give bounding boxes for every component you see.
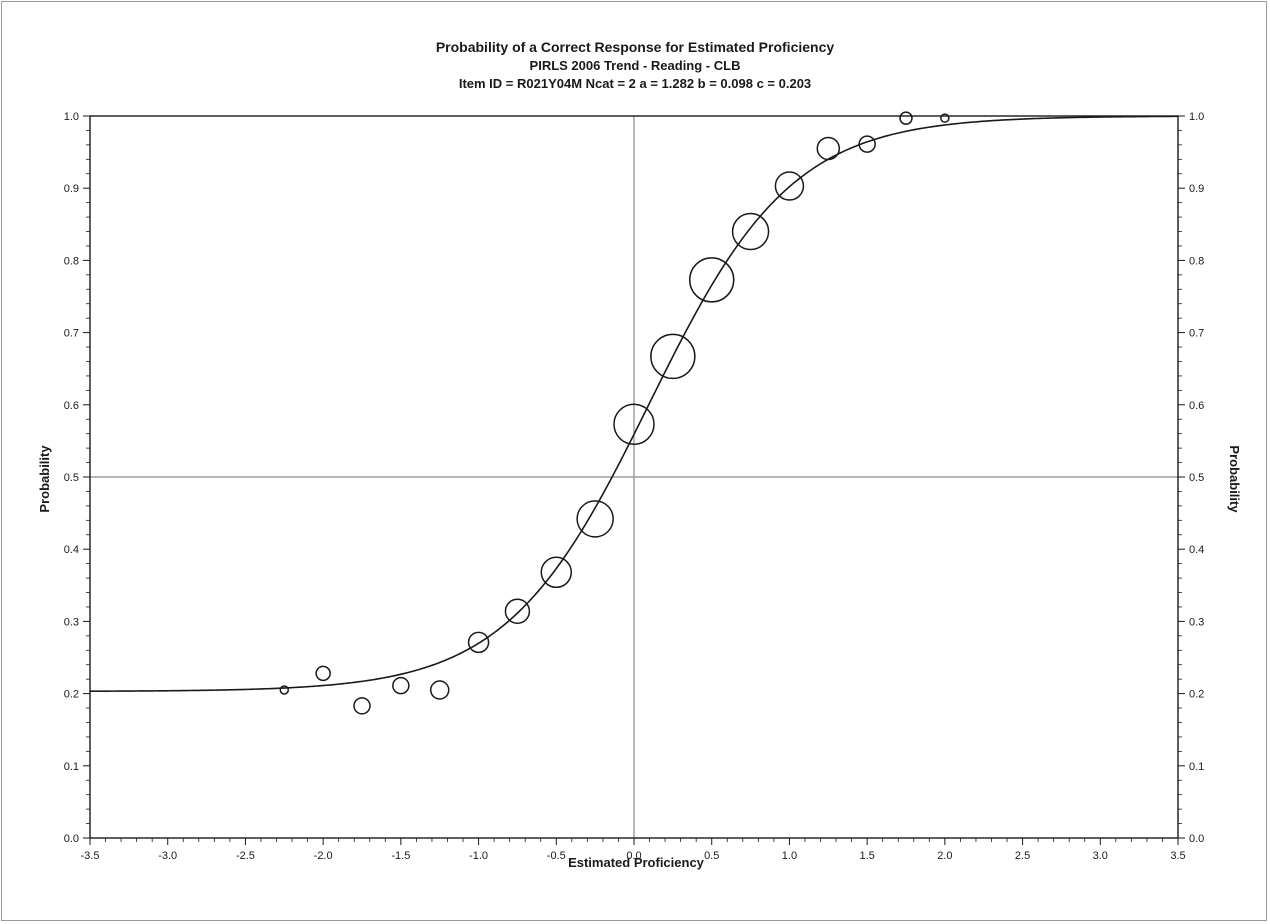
plot-area-frame xyxy=(89,115,1179,839)
data-point xyxy=(613,403,655,446)
item-parameters: Item ID = R021Y04M Ncat = 2 a = 1.282 b … xyxy=(459,76,811,91)
x-tick-label: -1.0 xyxy=(469,850,488,862)
y-tick-label-left: 0.9 xyxy=(64,183,79,195)
chart-title: Probability of a Correct Response for Es… xyxy=(436,39,835,55)
x-tick-label: 0.0 xyxy=(626,850,641,862)
observed-points xyxy=(279,111,950,715)
y-tick-label-right: 0.9 xyxy=(1189,183,1204,195)
data-point xyxy=(467,631,490,654)
x-tick-label: -0.5 xyxy=(547,850,566,862)
y-axis-label-left: Probability xyxy=(37,445,52,513)
icc-curve xyxy=(89,115,1179,693)
x-tick-label: 1.0 xyxy=(782,850,797,862)
y-tick-label-left: 0.4 xyxy=(64,544,79,556)
y-tick-label-left: 0.5 xyxy=(64,472,79,484)
x-tick-label: -2.5 xyxy=(236,850,255,862)
y-tick-label-right: 0.5 xyxy=(1189,472,1204,484)
data-point xyxy=(429,680,450,700)
x-tick-label: -3.5 xyxy=(81,850,100,862)
y-tick-label-left: 0.3 xyxy=(64,616,79,628)
y-tick-label-right: 0.1 xyxy=(1189,761,1204,773)
x-tick-label: -2.0 xyxy=(314,850,333,862)
y-tick-label-right: 0.7 xyxy=(1189,328,1204,340)
y-tick-label-left: 0.2 xyxy=(64,689,79,701)
x-tick-label: 3.0 xyxy=(1093,850,1108,862)
y-tick-label-right: 0.8 xyxy=(1189,255,1204,267)
x-tick-label: 3.5 xyxy=(1170,850,1185,862)
y-tick-label-left: 0.6 xyxy=(64,400,79,412)
y-tick-label-left: 0.7 xyxy=(64,328,79,340)
y-tick-label-left: 0.8 xyxy=(64,255,79,267)
y-tick-label-left: 0.0 xyxy=(64,833,79,845)
data-point xyxy=(504,598,531,625)
data-point xyxy=(650,333,696,380)
data-point xyxy=(858,135,876,153)
data-point xyxy=(353,697,371,715)
data-point xyxy=(576,500,614,538)
data-point xyxy=(816,136,841,161)
data-point xyxy=(540,556,573,589)
chart-subtitle: PIRLS 2006 Trend - Reading - CLB xyxy=(530,58,741,73)
x-axis-label: Estimated Proficiency xyxy=(568,855,705,870)
y-tick-label-right: 1.0 xyxy=(1189,111,1204,123)
y-tick-label-right: 0.3 xyxy=(1189,616,1204,628)
data-point xyxy=(774,171,805,201)
x-tick-label: 2.0 xyxy=(937,850,952,862)
data-point xyxy=(392,676,410,695)
x-tick-label: -3.0 xyxy=(158,850,177,862)
x-tick-label: -1.5 xyxy=(391,850,410,862)
y-tick-label-right: 0.2 xyxy=(1189,689,1204,701)
x-tick-label: 2.5 xyxy=(1015,850,1030,862)
data-point xyxy=(731,212,770,251)
data-point xyxy=(279,685,290,695)
data-point xyxy=(940,113,950,123)
x-tick-label: 1.5 xyxy=(859,850,874,862)
y-tick-label-right: 0.4 xyxy=(1189,544,1204,556)
tick-labels: -3.5 -3.0 -2.5 -2.0 -1.5 -1.0 -0.5 0.0 0.5 1.0 1.5… xyxy=(64,111,1205,862)
y-tick-label-left: 1.0 xyxy=(64,111,79,123)
data-point xyxy=(899,111,913,125)
data-point xyxy=(688,257,735,303)
reference-lines xyxy=(90,116,1178,838)
y-axis-label-right: Probability xyxy=(1227,445,1242,513)
x-tick-label: 0.5 xyxy=(704,850,719,862)
data-point xyxy=(315,665,331,682)
y-tick-label-right: 0.6 xyxy=(1189,400,1204,412)
y-tick-label-right: 0.0 xyxy=(1189,833,1204,845)
y-tick-label-left: 0.1 xyxy=(64,761,79,773)
